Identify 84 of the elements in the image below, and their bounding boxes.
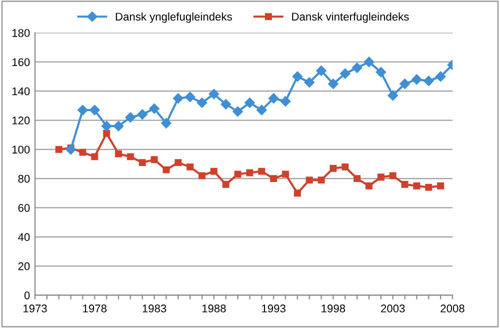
y-tick-label: 60: [18, 204, 30, 212]
point: [222, 180, 230, 188]
point: [196, 98, 208, 108]
point: [220, 99, 231, 110]
point: [90, 104, 100, 116]
y-tick-label: 120: [12, 116, 30, 124]
point: [304, 77, 314, 88]
point: [388, 90, 398, 101]
y-tick-label: 40: [18, 233, 30, 242]
point: [306, 176, 313, 184]
point: [256, 104, 267, 116]
point: [232, 106, 243, 117]
point: [149, 103, 160, 114]
point: [328, 78, 338, 89]
point: [246, 169, 254, 176]
point: [126, 153, 134, 160]
point: [282, 170, 289, 178]
x-tick-label: 1988: [202, 304, 226, 312]
point: [101, 120, 112, 132]
point: [79, 148, 86, 156]
point: [342, 163, 349, 170]
point: [364, 56, 374, 68]
point: [125, 112, 136, 122]
point: [316, 66, 326, 76]
point: [91, 153, 98, 160]
point: [184, 92, 196, 102]
y-tick-label: 140: [12, 87, 30, 96]
y-tick-label: 20: [18, 262, 30, 270]
point: [318, 176, 325, 184]
point: [354, 175, 361, 182]
point: [174, 159, 182, 166]
point: [268, 93, 279, 104]
point: [435, 71, 446, 82]
point: [186, 163, 194, 170]
legend-label: Dansk vinterfugleindeks: [292, 12, 409, 23]
point: [340, 68, 350, 79]
point: [55, 146, 62, 153]
point: [292, 71, 303, 82]
point: [210, 168, 218, 175]
point: [389, 172, 396, 180]
point: [330, 164, 337, 172]
y-tick-label: 0: [24, 291, 30, 300]
point: [400, 78, 410, 89]
point: [424, 76, 434, 86]
y-tick-label: 180: [12, 29, 30, 37]
point: [244, 98, 255, 108]
point: [198, 172, 206, 180]
point: [401, 180, 408, 188]
point: [376, 67, 386, 78]
point: [137, 109, 148, 120]
point: [413, 182, 420, 190]
x-tick-label: 1978: [83, 304, 107, 312]
y-tick-label: 80: [18, 174, 30, 183]
point: [138, 159, 146, 166]
point: [366, 182, 372, 190]
point: [150, 156, 158, 164]
point: [115, 150, 122, 158]
point: [173, 93, 184, 104]
point: [66, 144, 76, 155]
point: [425, 184, 432, 191]
x-tick-label: 1993: [262, 304, 286, 312]
point: [258, 168, 266, 175]
point: [412, 74, 422, 85]
x-tick-label: 1983: [142, 304, 166, 312]
point: [208, 88, 220, 100]
point: [161, 118, 172, 128]
point: [113, 120, 124, 132]
point: [377, 174, 384, 181]
point: [280, 96, 291, 106]
x-tick-label: 2008: [440, 304, 464, 312]
legend-label: Dansk ynglefugleindeks: [116, 12, 232, 23]
point: [270, 175, 278, 182]
y-tick-label: 100: [12, 146, 30, 154]
point: [437, 182, 444, 190]
point: [103, 130, 110, 137]
point: [352, 62, 362, 73]
x-tick-label: 1973: [23, 304, 47, 312]
x-tick-label: 1998: [322, 304, 346, 312]
x-tick-label: 2003: [381, 304, 405, 312]
point: [162, 166, 170, 174]
y-tick-label: 160: [12, 58, 30, 66]
point: [78, 104, 88, 116]
point: [294, 190, 301, 197]
point: [234, 170, 242, 178]
